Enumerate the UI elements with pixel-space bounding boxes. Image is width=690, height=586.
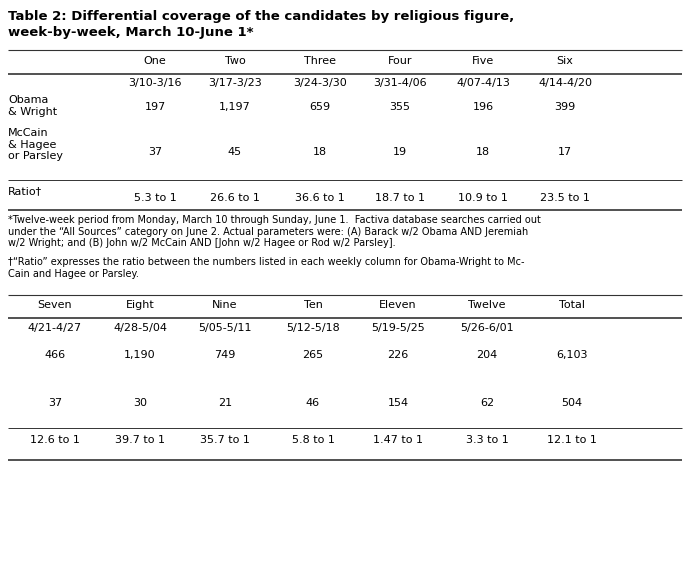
Text: Eleven: Eleven [380,300,417,310]
Text: 10.9 to 1: 10.9 to 1 [458,193,508,203]
Text: 4/21-4/27: 4/21-4/27 [28,323,82,333]
Text: †“Ratio” expresses the ratio between the numbers listed in each weekly column fo: †“Ratio” expresses the ratio between the… [8,257,524,278]
Text: Seven: Seven [38,300,72,310]
Text: Table 2: Differential coverage of the candidates by religious figure,: Table 2: Differential coverage of the ca… [8,10,514,23]
Text: *Twelve-week period from Monday, March 10 through Sunday, June 1.  Factiva datab: *Twelve-week period from Monday, March 1… [8,215,541,248]
Text: 3/31-4/06: 3/31-4/06 [373,78,427,88]
Text: 466: 466 [44,350,66,360]
Text: Ratio†: Ratio† [8,186,42,196]
Text: week-by-week, March 10-June 1*: week-by-week, March 10-June 1* [8,26,253,39]
Text: Five: Five [472,56,494,66]
Text: 35.7 to 1: 35.7 to 1 [200,435,250,445]
Text: Nine: Nine [213,300,238,310]
Text: 12.6 to 1: 12.6 to 1 [30,435,80,445]
Text: 18: 18 [476,147,490,157]
Text: 23.5 to 1: 23.5 to 1 [540,193,590,203]
Text: 19: 19 [393,147,407,157]
Text: 5/12-5/18: 5/12-5/18 [286,323,340,333]
Text: 4/28-5/04: 4/28-5/04 [113,323,167,333]
Text: 6,103: 6,103 [556,350,588,360]
Text: 3/24-3/30: 3/24-3/30 [293,78,347,88]
Text: Eight: Eight [126,300,155,310]
Text: 37: 37 [148,147,162,157]
Text: Two: Two [225,56,246,66]
Text: 18: 18 [313,147,327,157]
Text: 5/19-5/25: 5/19-5/25 [371,323,425,333]
Text: Obama
& Wright: Obama & Wright [8,95,57,117]
Text: 265: 265 [302,350,324,360]
Text: 204: 204 [476,350,497,360]
Text: 39.7 to 1: 39.7 to 1 [115,435,165,445]
Text: 36.6 to 1: 36.6 to 1 [295,193,345,203]
Text: 62: 62 [480,398,494,408]
Text: 5.3 to 1: 5.3 to 1 [134,193,177,203]
Text: 226: 226 [387,350,408,360]
Text: 355: 355 [389,102,411,112]
Text: One: One [144,56,166,66]
Text: 1,197: 1,197 [219,102,251,112]
Text: 659: 659 [309,102,331,112]
Text: McCain
& Hagee
or Parsley: McCain & Hagee or Parsley [8,128,63,161]
Text: 5.8 to 1: 5.8 to 1 [292,435,335,445]
Text: 4/07-4/13: 4/07-4/13 [456,78,510,88]
Text: 18.7 to 1: 18.7 to 1 [375,193,425,203]
Text: 1,190: 1,190 [124,350,156,360]
Text: 3/10-3/16: 3/10-3/16 [128,78,181,88]
Text: 30: 30 [133,398,147,408]
Text: 17: 17 [558,147,572,157]
Text: 197: 197 [144,102,166,112]
Text: 21: 21 [218,398,232,408]
Text: 749: 749 [215,350,236,360]
Text: 26.6 to 1: 26.6 to 1 [210,193,260,203]
Text: 37: 37 [48,398,62,408]
Text: 12.1 to 1: 12.1 to 1 [547,435,597,445]
Text: 5/26-6/01: 5/26-6/01 [460,323,514,333]
Text: 3.3 to 1: 3.3 to 1 [466,435,509,445]
Text: 196: 196 [473,102,493,112]
Text: Twelve: Twelve [469,300,506,310]
Text: 399: 399 [554,102,575,112]
Text: Three: Three [304,56,336,66]
Text: 504: 504 [562,398,582,408]
Text: Four: Four [388,56,412,66]
Text: Ten: Ten [304,300,322,310]
Text: 1.47 to 1: 1.47 to 1 [373,435,423,445]
Text: 4/14-4/20: 4/14-4/20 [538,78,592,88]
Text: 45: 45 [228,147,242,157]
Text: Six: Six [557,56,573,66]
Text: 5/05-5/11: 5/05-5/11 [198,323,252,333]
Text: Total: Total [559,300,585,310]
Text: 154: 154 [388,398,408,408]
Text: 3/17-3/23: 3/17-3/23 [208,78,262,88]
Text: 46: 46 [306,398,320,408]
